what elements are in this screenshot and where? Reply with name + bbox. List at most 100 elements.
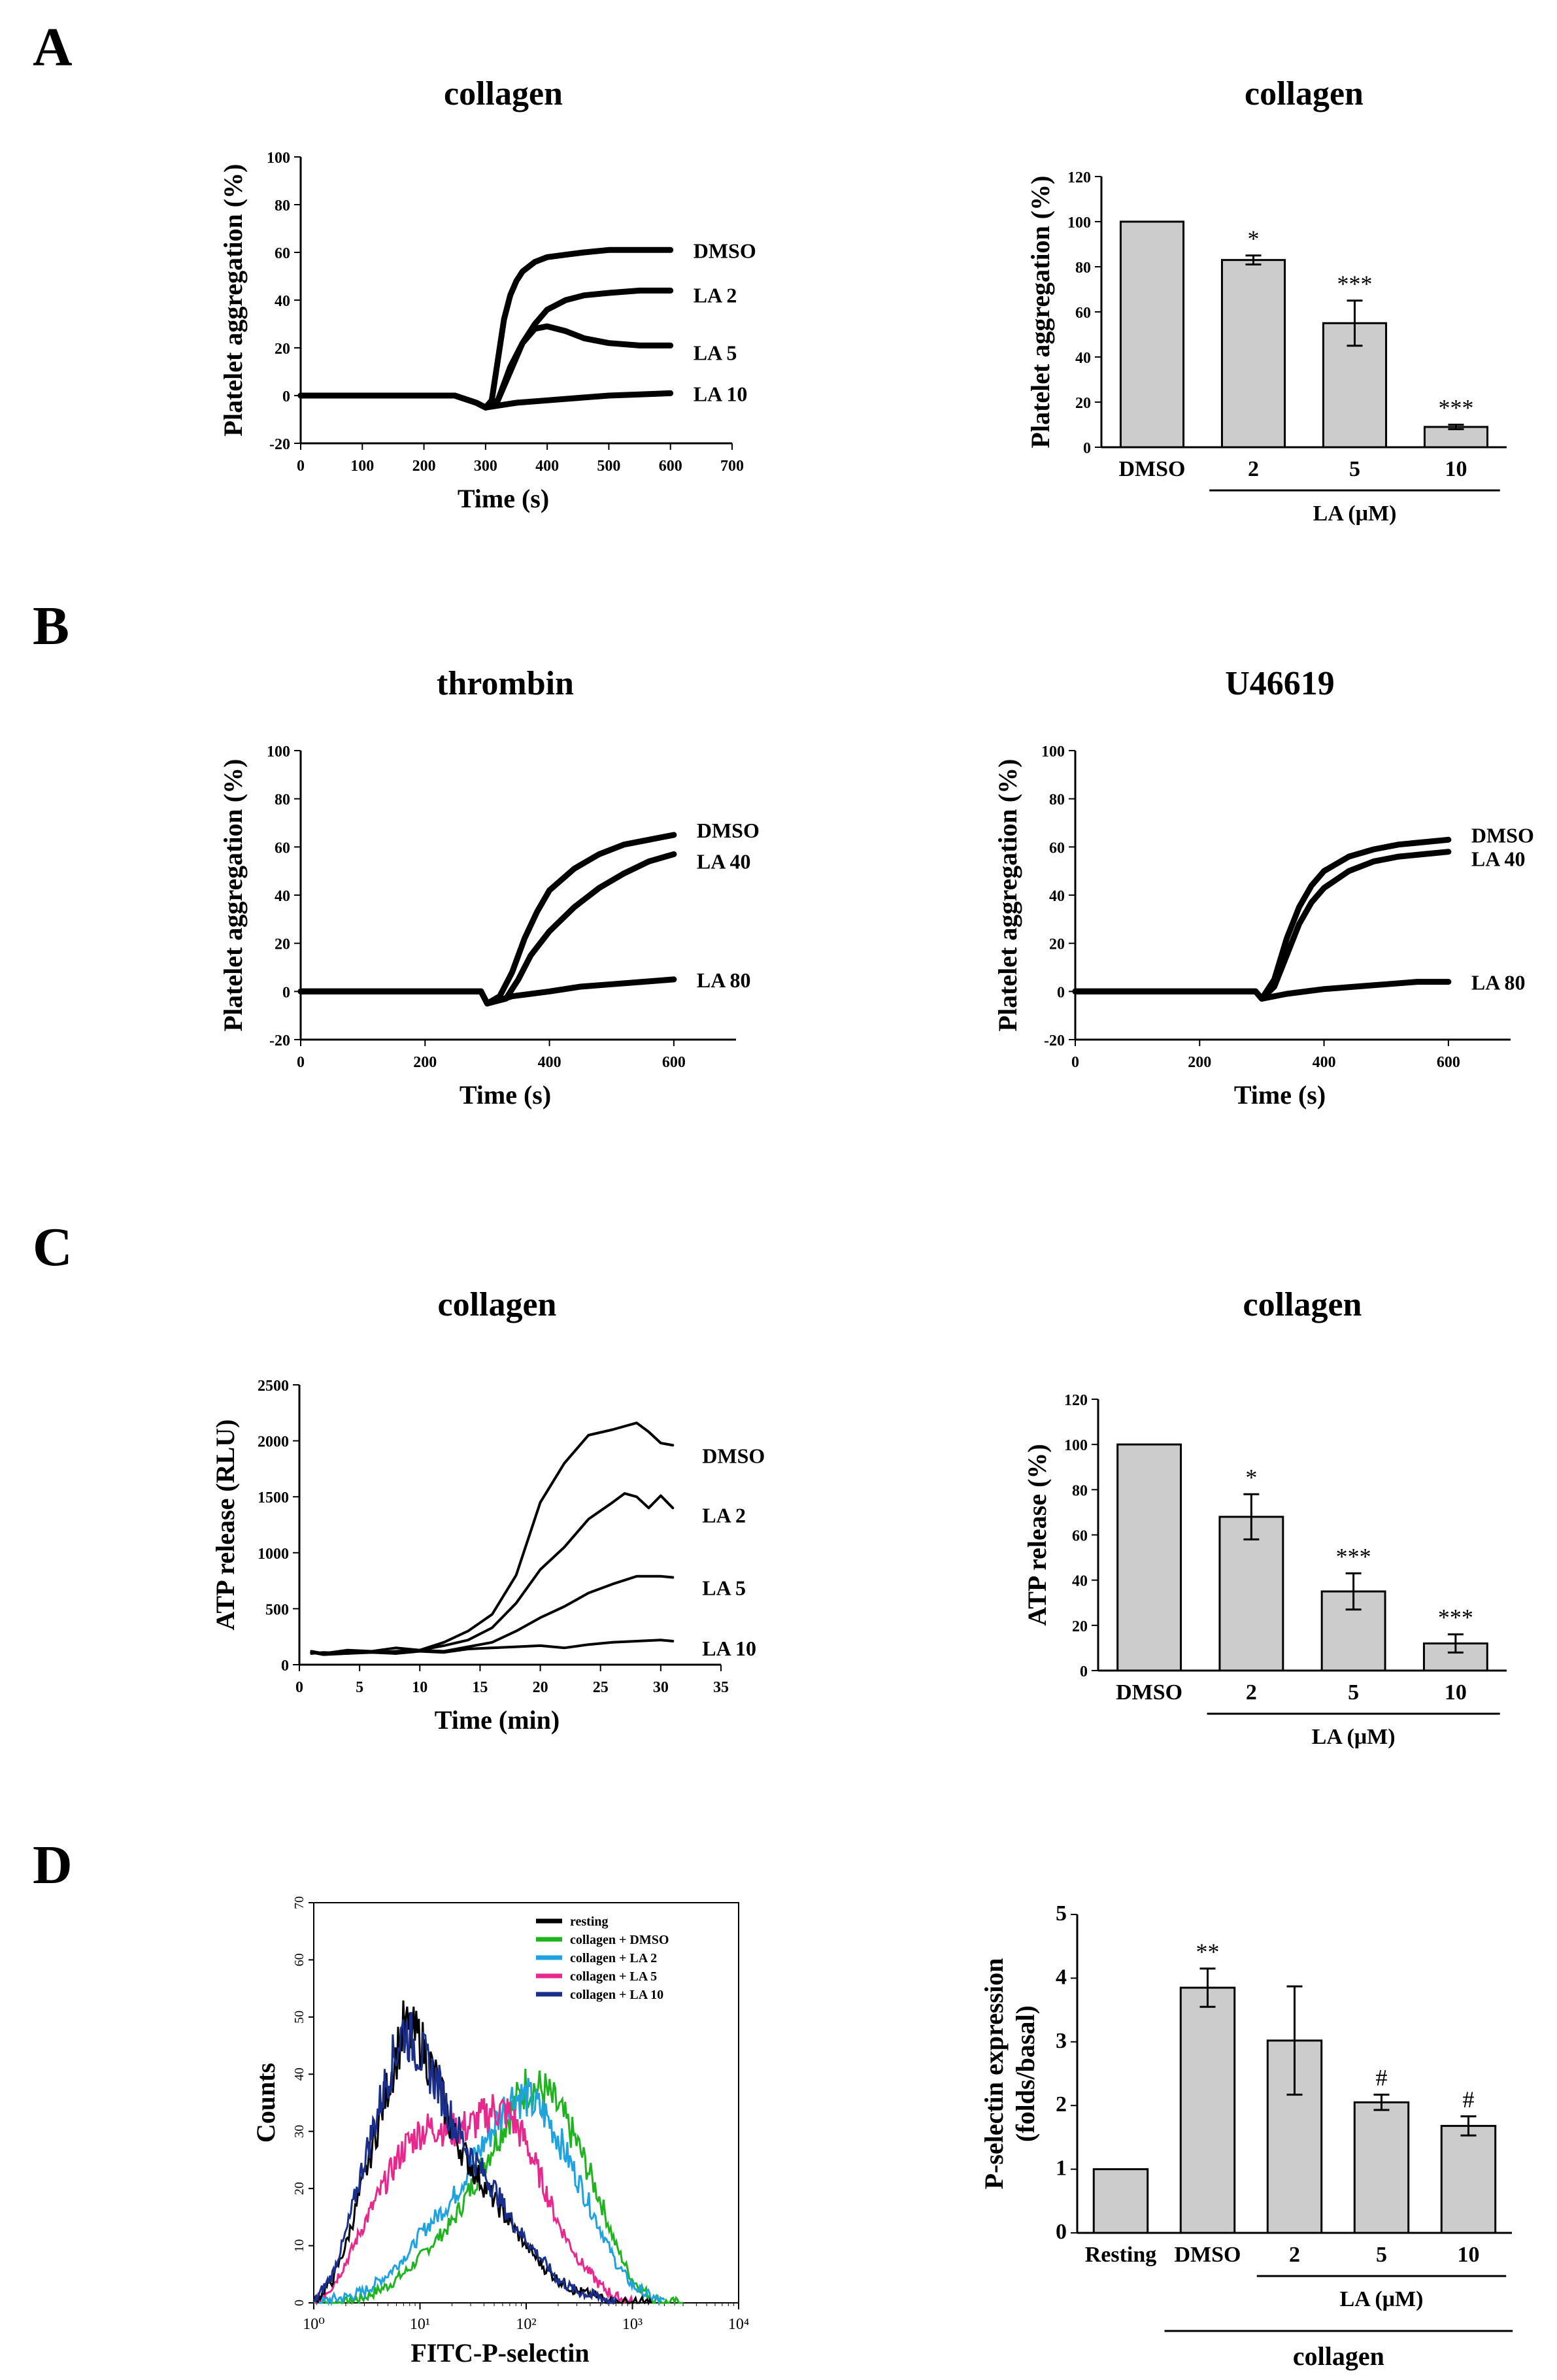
series-label: LA 40 xyxy=(697,849,751,873)
y-tick-label: 70 xyxy=(292,1896,307,1909)
bar xyxy=(1220,259,1286,449)
series-line xyxy=(297,976,677,1007)
y-tick-label: -20 xyxy=(269,436,290,453)
y-tick-label: 50 xyxy=(292,2011,307,2024)
x-axis-label: Time (s) xyxy=(458,484,549,513)
series-line xyxy=(1072,979,1452,1002)
bar xyxy=(1440,2124,1497,2234)
x-category-label: DMSO xyxy=(1175,2243,1241,2267)
y-tick-label: 1000 xyxy=(258,1546,289,1563)
series-line xyxy=(297,832,677,1007)
y-tick-label: 80 xyxy=(1049,792,1065,809)
y-axis-label: P-selectin expression xyxy=(979,1958,1009,2190)
y-tick-label: 0 xyxy=(292,2300,307,2306)
y-axis-label: Counts xyxy=(251,2063,280,2143)
significance-mark: *** xyxy=(1337,271,1373,297)
chart-c-left: collagen 0 500 1000 1500 2000 2500 0 5 10 15 20 25 30… xyxy=(210,1286,765,1735)
y-tick-label: 40 xyxy=(275,293,290,310)
y-tick-label: 0 xyxy=(1057,984,1065,1001)
x-tick-label: 30 xyxy=(653,1679,669,1696)
series-label: DMSO xyxy=(702,1444,765,1467)
histogram-trace xyxy=(313,2094,633,2306)
significance-mark: ** xyxy=(1196,1939,1220,1965)
series-line xyxy=(297,246,674,411)
panel-letter-b: B xyxy=(33,596,69,656)
x-category-label: 5 xyxy=(1349,457,1360,481)
y-tick-label: 120 xyxy=(1067,169,1091,186)
chart-a-left: collagen -20 0 20 40 60 80 100 0 100 200 300 400 500 6… xyxy=(218,75,756,513)
y-tick-label: 5 xyxy=(1056,1901,1067,1926)
chart-a-right: collagen 0 20 40 60 80 100 120 Platelet aggregat… xyxy=(1026,75,1507,526)
series-label: LA 10 xyxy=(694,382,748,405)
y-tick-label: 20 xyxy=(275,936,290,953)
series-label: LA 80 xyxy=(697,968,751,992)
y-tick-label: 1500 xyxy=(258,1489,289,1506)
x-tick-label: 200 xyxy=(1188,1054,1211,1071)
bar xyxy=(1092,2168,1149,2234)
x-tick-label: 200 xyxy=(413,1054,437,1071)
x-tick-label: 20 xyxy=(533,1679,548,1696)
y-tick-label: 40 xyxy=(292,2067,307,2081)
x-tick-label: 10³ xyxy=(622,2316,643,2333)
x-tick-label: 600 xyxy=(1437,1054,1460,1071)
y-tick-label: 100 xyxy=(1064,1437,1088,1454)
chart-c-right: collagen 0 20 40 60 80 100 120 ATP release (%) DM… xyxy=(1022,1286,1507,1749)
x-category-label: DMSO xyxy=(1119,457,1186,481)
y-axis-label: Platelet aggregation (%) xyxy=(1026,176,1055,449)
x-category-label: 2 xyxy=(1246,1680,1257,1705)
x-axis-label: Time (min) xyxy=(435,1705,560,1735)
y-tick-label: 100 xyxy=(267,743,290,760)
x-tick-label: 10⁴ xyxy=(728,2316,749,2333)
y-tick-label: 40 xyxy=(275,888,290,905)
x-tick-label: 200 xyxy=(412,458,436,475)
x-tick-label: 10⁰ xyxy=(303,2316,325,2333)
y-tick-label: 0 xyxy=(1056,2220,1067,2244)
y-tick-label: 80 xyxy=(275,197,290,214)
histogram-trace xyxy=(313,2069,683,2307)
x-tick-label: 0 xyxy=(295,1679,303,1696)
x-category-label: 5 xyxy=(1348,1680,1359,1705)
legend-label: collagen + LA 10 xyxy=(570,1988,663,2002)
y-tick-label: 2500 xyxy=(258,1378,289,1395)
significance-mark: *** xyxy=(1439,395,1474,421)
y-tick-label: 80 xyxy=(275,792,290,809)
y-tick-label: 20 xyxy=(1072,1618,1088,1635)
x-tick-label: 600 xyxy=(659,458,682,475)
significance-mark: # xyxy=(1376,2065,1388,2091)
y-tick-label: -20 xyxy=(269,1032,290,1049)
outer-group-label: collagen xyxy=(1293,2341,1384,2371)
series-label: LA 5 xyxy=(694,341,737,364)
x-axis-label: Time (s) xyxy=(1234,1080,1326,1110)
y-tick-label: 80 xyxy=(1072,1482,1088,1499)
y-tick-label: 2000 xyxy=(258,1434,289,1451)
legend-label: collagen + LA 5 xyxy=(570,1969,657,1984)
series-line xyxy=(1072,836,1452,1002)
y-tick-label: 1 xyxy=(1056,2156,1067,2181)
significance-mark: * xyxy=(1248,226,1260,252)
y-axis-label: Platelet aggregation (%) xyxy=(218,759,248,1032)
series-label: DMSO xyxy=(1471,823,1534,847)
group-label: LA (μM) xyxy=(1312,1725,1396,1749)
panel-letter-d: D xyxy=(33,1835,73,1896)
y-axis-label: Platelet aggregation (%) xyxy=(993,759,1022,1032)
series-line xyxy=(297,390,674,411)
series-line xyxy=(310,1421,675,1655)
x-tick-label: 300 xyxy=(474,458,497,475)
y-axis-label: Platelet aggregation (%) xyxy=(218,164,248,437)
series-label: LA 2 xyxy=(694,283,737,307)
x-tick-label: 10² xyxy=(516,2316,536,2333)
chart-title: thrombin xyxy=(437,665,574,702)
bar xyxy=(1353,2101,1410,2234)
chart-title: collagen xyxy=(1245,75,1364,112)
x-tick-label: 0 xyxy=(297,458,305,475)
histogram-trace xyxy=(312,2000,652,2306)
series-line xyxy=(297,287,674,411)
x-tick-label: 5 xyxy=(356,1679,363,1696)
x-tick-label: 25 xyxy=(593,1679,609,1696)
series-label: LA 80 xyxy=(1471,971,1526,994)
x-category-label: 10 xyxy=(1445,457,1467,481)
y-tick-label: 40 xyxy=(1072,1573,1088,1590)
y-axis-label: ATP release (RLU) xyxy=(210,1420,240,1631)
x-tick-label: 10 xyxy=(412,1679,427,1696)
panel-letter-c: C xyxy=(33,1217,73,1278)
